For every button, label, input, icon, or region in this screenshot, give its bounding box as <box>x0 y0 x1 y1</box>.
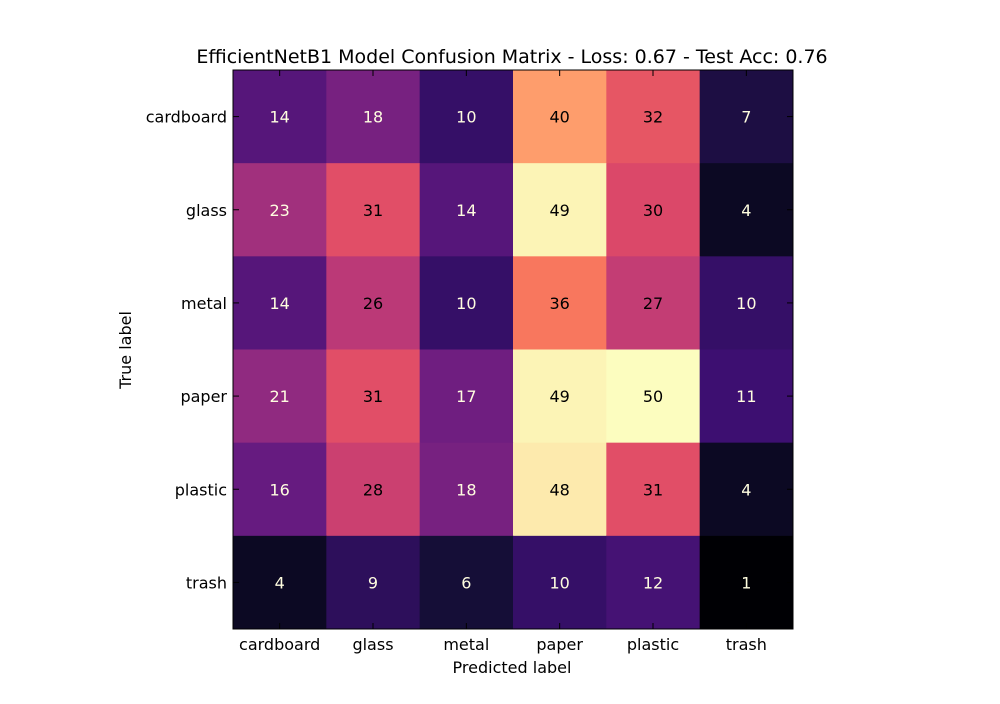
cell-value-label: 31 <box>363 201 383 220</box>
heatmap-cell <box>233 442 327 537</box>
cell-value-label: 27 <box>643 294 663 313</box>
cell-value-label: 50 <box>643 387 663 406</box>
heatmap-cell <box>606 442 701 537</box>
cell-value-label: 1 <box>741 573 751 592</box>
heatmap-cell <box>699 442 794 537</box>
heatmap-cell <box>699 163 794 257</box>
cell-value-label: 10 <box>456 108 476 127</box>
cell-value-label: 28 <box>363 480 383 499</box>
heatmap-cell <box>233 349 327 444</box>
cell-value-label: 23 <box>269 201 289 220</box>
cell-value-label: 36 <box>549 294 569 313</box>
heatmap-cell <box>419 535 514 630</box>
heatmap-cell <box>233 70 327 164</box>
y-tick-label: paper <box>180 387 227 406</box>
cell-value-label: 18 <box>363 108 383 127</box>
cell-value-label: 31 <box>643 480 663 499</box>
heatmap-cell <box>326 163 421 257</box>
cell-value-label: 26 <box>363 294 383 313</box>
cell-value-label: 4 <box>741 480 751 499</box>
y-tick-label: cardboard <box>146 108 227 127</box>
cell-value-label: 21 <box>269 387 289 406</box>
heatmap-cell <box>419 163 514 257</box>
cell-value-label: 30 <box>643 201 663 220</box>
heatmap-cell <box>606 163 701 257</box>
cell-value-label: 49 <box>549 201 569 220</box>
cell-value-label: 10 <box>456 294 476 313</box>
heatmap-cell <box>699 70 794 164</box>
x-tick-label: glass <box>352 635 393 654</box>
heatmap-cell <box>513 535 607 630</box>
y-tick-labels: cardboard glass metal paper plastic trash <box>146 108 228 593</box>
y-tick-label: plastic <box>175 480 227 499</box>
heatmap-cell <box>326 349 421 444</box>
heatmap-cell <box>513 163 607 257</box>
heatmap-cell <box>419 70 514 164</box>
chart-title: EfficientNetB1 Model Confusion Matrix - … <box>196 46 827 68</box>
cell-value-label: 16 <box>269 480 289 499</box>
heatmap-cell <box>326 256 421 350</box>
plot-frame <box>232 69 794 630</box>
y-tick-label: glass <box>186 201 227 220</box>
heatmap-cell <box>326 70 421 164</box>
cell-value-label: 10 <box>736 294 756 313</box>
cell-value-label: 48 <box>549 480 569 499</box>
heatmap-cell <box>233 163 327 257</box>
heatmap-cell <box>606 70 701 164</box>
cell-value-label: 40 <box>549 108 569 127</box>
cell-value-label: 10 <box>549 573 569 592</box>
x-tick-label: cardboard <box>239 635 320 654</box>
heatmap-cells <box>233 70 794 630</box>
heatmap-cell <box>419 442 514 537</box>
cell-value-label: 12 <box>643 573 663 592</box>
heatmap-cell <box>233 256 327 350</box>
heatmap-cell <box>419 349 514 444</box>
y-tick-label: trash <box>186 573 227 592</box>
cell-value-label: 4 <box>741 201 751 220</box>
cell-value-label: 32 <box>643 108 663 127</box>
cell-value-label: 17 <box>456 387 476 406</box>
x-tick-labels: cardboard glass metal paper plastic trash <box>239 635 767 654</box>
x-tick-label: paper <box>536 635 583 654</box>
heatmap-cell <box>513 442 607 537</box>
cell-value-label: 18 <box>456 480 476 499</box>
cell-value-label: 14 <box>269 294 289 313</box>
heatmap-cell <box>326 535 421 630</box>
cell-value-label: 11 <box>736 387 756 406</box>
axis-ticks <box>233 70 793 629</box>
cell-value-label: 49 <box>549 387 569 406</box>
heatmap-cell <box>326 442 421 537</box>
cell-value-label: 14 <box>456 201 476 220</box>
heatmap-cell <box>699 535 794 630</box>
y-axis-label: True label <box>116 311 135 390</box>
cell-value-label: 7 <box>741 108 751 127</box>
heatmap-cell <box>233 535 327 630</box>
x-tick-label: plastic <box>627 635 679 654</box>
cell-value-label: 6 <box>461 573 471 592</box>
y-tick-label: metal <box>181 294 227 313</box>
x-tick-label: metal <box>443 635 489 654</box>
cell-value-label: 9 <box>368 573 378 592</box>
heatmap-cell <box>606 256 701 350</box>
heatmap-cell <box>513 70 607 164</box>
heatmap-cell <box>699 256 794 350</box>
heatmap-cell <box>513 256 607 350</box>
heatmap-cell <box>606 349 701 444</box>
cell-value-label: 4 <box>275 573 285 592</box>
cell-value-label: 14 <box>269 108 289 127</box>
heatmap-cell <box>606 535 701 630</box>
x-tick-label: trash <box>726 635 767 654</box>
heatmap-cell <box>513 349 607 444</box>
x-axis-label: Predicted label <box>453 658 572 677</box>
heatmap-cell <box>699 349 794 444</box>
heatmap-cell <box>419 256 514 350</box>
cell-value-label: 31 <box>363 387 383 406</box>
